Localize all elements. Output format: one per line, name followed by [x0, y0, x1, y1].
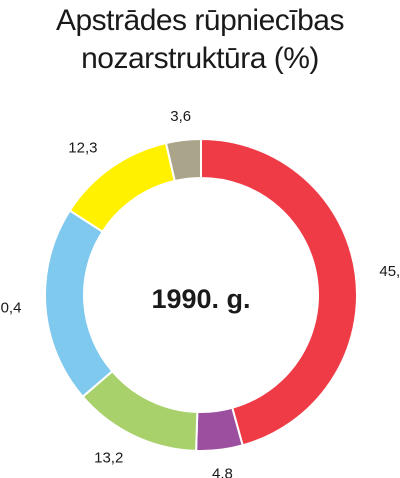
chart-title-line-2: nozarstruktūra (%): [0, 40, 400, 78]
chart-title-line-1: Apstrādes rūpniecības: [55, 4, 345, 37]
donut-data-label-6: 3,6: [170, 108, 191, 125]
donut-slices: [44, 137, 358, 452]
chart-title-line-2-text: nozarstruktūra: [81, 42, 266, 75]
donut-data-label-5: 12,3: [68, 140, 97, 157]
donut-data-label-4: 20,4: [0, 299, 21, 316]
donut-data-label-3: 13,2: [94, 449, 123, 466]
donut-data-label-1: 45,7: [379, 263, 400, 280]
chart-title: Apstrādes rūpniecības nozarstruktūra (%): [0, 2, 400, 78]
donut-data-labels: 45,7 4,8 13,2 20,4 12,3 3,6: [0, 108, 400, 478]
donut-data-label-2: 4,8: [212, 466, 233, 478]
donut-slice-4: [44, 209, 114, 399]
donut-center-label: 1990. g.: [151, 284, 250, 314]
donut-slice-1: [200, 137, 358, 447]
donut-slice-6: [164, 137, 202, 183]
chart-title-unit: (%): [273, 42, 320, 75]
